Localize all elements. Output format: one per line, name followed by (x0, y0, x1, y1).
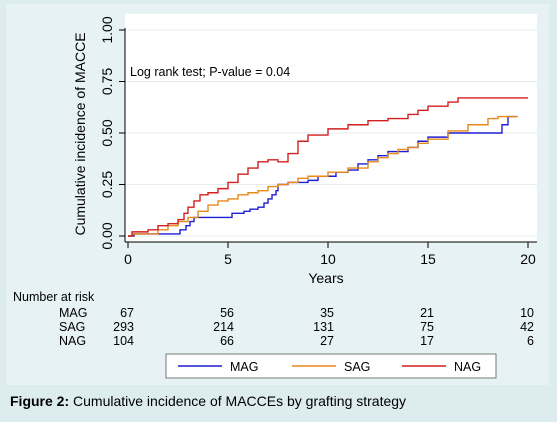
series-line-nag (128, 97, 528, 237)
y-axis-label: Cumulative incidence of MACCE (72, 32, 88, 235)
risk-value: 104 (113, 334, 134, 348)
risk-value: 10 (520, 306, 534, 320)
y-tick-label: 0.00 (99, 222, 115, 249)
risk-value: 42 (520, 320, 534, 334)
caption-label: Figure 2: (10, 393, 70, 409)
risk-value: 67 (120, 306, 134, 320)
risk-value: 56 (220, 306, 234, 320)
risk-table: MAG 67 56 35 21 10 SAG 293 214 131 75 42 NAG 104 66 27 1… (59, 306, 534, 348)
risk-value: 75 (420, 320, 434, 334)
risk-value: 66 (220, 334, 234, 348)
risk-row-label: SAG (59, 320, 85, 334)
risk-value: 6 (527, 334, 534, 348)
risk-value: 214 (213, 320, 234, 334)
y-tick-label: 0.50 (99, 119, 115, 146)
risk-value: 131 (313, 320, 334, 334)
figure-caption: Figure 2: Cumulative incidence of MACCEs… (10, 392, 547, 410)
legend-label-sag: SAG (344, 360, 370, 374)
risk-row-label: NAG (59, 334, 86, 348)
legend-label-nag: NAG (454, 360, 481, 374)
log-rank-annotation: Log rank test; P-value = 0.04 (130, 65, 290, 79)
risk-value: 35 (320, 306, 334, 320)
x-tick-label: 5 (224, 251, 232, 267)
axes (119, 28, 537, 248)
series-lines (128, 97, 528, 237)
grid-lines (125, 29, 537, 237)
risk-value: 17 (420, 334, 434, 348)
risk-value: 27 (320, 334, 334, 348)
legend-label-mag: MAG (230, 360, 258, 374)
series-line-sag (128, 115, 518, 237)
km-chart: 0.00 0.25 0.50 0.75 1.00 0 5 10 15 20 Log rank te… (13, 14, 537, 379)
risk-value: 21 (420, 306, 434, 320)
x-axis-label: Years (308, 270, 343, 286)
caption-text: Cumulative incidence of MACCEs by grafti… (69, 393, 407, 409)
figure-panel: 0.00 0.25 0.50 0.75 1.00 0 5 10 15 20 Log rank te… (6, 4, 549, 385)
risk-value: 293 (113, 320, 134, 334)
x-tick-label: 10 (320, 251, 336, 267)
x-tick-label: 15 (420, 251, 436, 267)
x-tick-label: 0 (124, 251, 132, 267)
risk-table-title: Number at risk (13, 290, 95, 304)
y-tick-label: 0.25 (99, 171, 115, 198)
x-tick-label: 20 (520, 251, 536, 267)
risk-row-label: MAG (59, 306, 87, 320)
plot-area (125, 14, 537, 242)
legend: MAG SAG NAG (165, 353, 497, 379)
y-tick-label: 0.75 (99, 68, 115, 95)
tick-labels: 0.00 0.25 0.50 0.75 1.00 0 5 10 15 20 (99, 16, 536, 267)
y-tick-label: 1.00 (99, 16, 115, 43)
